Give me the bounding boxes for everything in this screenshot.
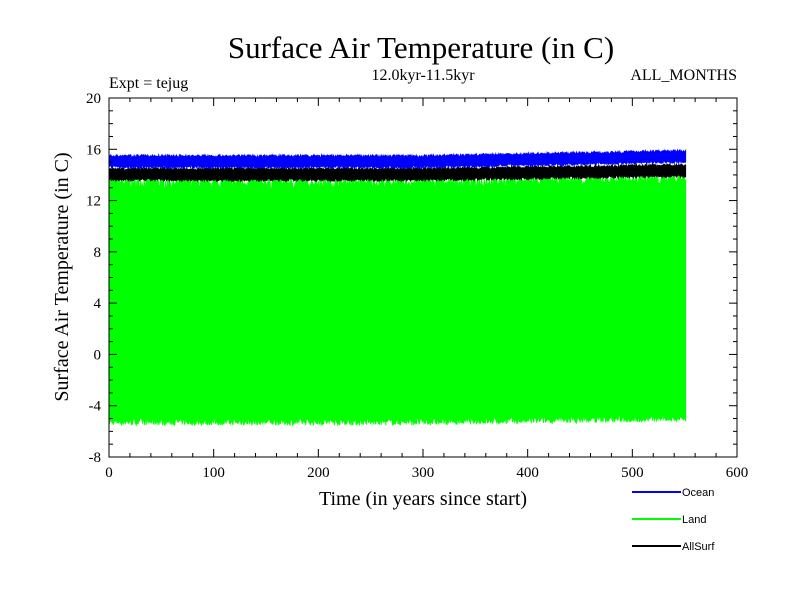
x-tick-label: 400 <box>516 465 539 481</box>
y-tick-label: 8 <box>94 245 102 261</box>
series-group <box>108 148 687 427</box>
y-tick-label: -4 <box>89 399 102 415</box>
y-axis-label: Surface Air Temperature (in C) <box>51 152 73 401</box>
months-label: ALL_MONTHS <box>630 67 737 84</box>
x-tick-label: 0 <box>105 465 113 481</box>
legend: Ocean Land AllSurf <box>632 487 715 553</box>
legend-label-land: Land <box>682 514 706 526</box>
y-tick-label: -8 <box>89 450 102 466</box>
legend-label-ocean: Ocean <box>682 487 714 499</box>
series-land <box>108 172 687 427</box>
x-tick-label: 500 <box>621 465 644 481</box>
x-tick-label: 600 <box>726 465 749 481</box>
y-tick-label: 20 <box>86 91 101 107</box>
series-ocean <box>108 148 687 170</box>
y-tick-label: 16 <box>86 142 102 158</box>
y-tick-label: 12 <box>86 194 101 210</box>
x-tick-label: 300 <box>412 465 435 481</box>
y-tick-label: 4 <box>94 296 102 312</box>
y-tick-label: 0 <box>94 347 102 363</box>
x-axis-label: Time (in years since start) <box>319 488 527 510</box>
x-tick-label: 100 <box>202 465 225 481</box>
axis-ticks: 0 100 200 300 400 500 600 -8 -4 0 4 8 12 16 20 <box>86 91 748 481</box>
x-tick-label: 200 <box>307 465 330 481</box>
expt-label: Expt = tejug <box>109 75 188 92</box>
legend-label-allsurf: AllSurf <box>682 541 715 553</box>
series-allsurf <box>108 162 687 183</box>
chart-title: Surface Air Temperature (in C) <box>228 30 614 65</box>
period-label: 12.0kyr-11.5kyr <box>371 67 475 84</box>
